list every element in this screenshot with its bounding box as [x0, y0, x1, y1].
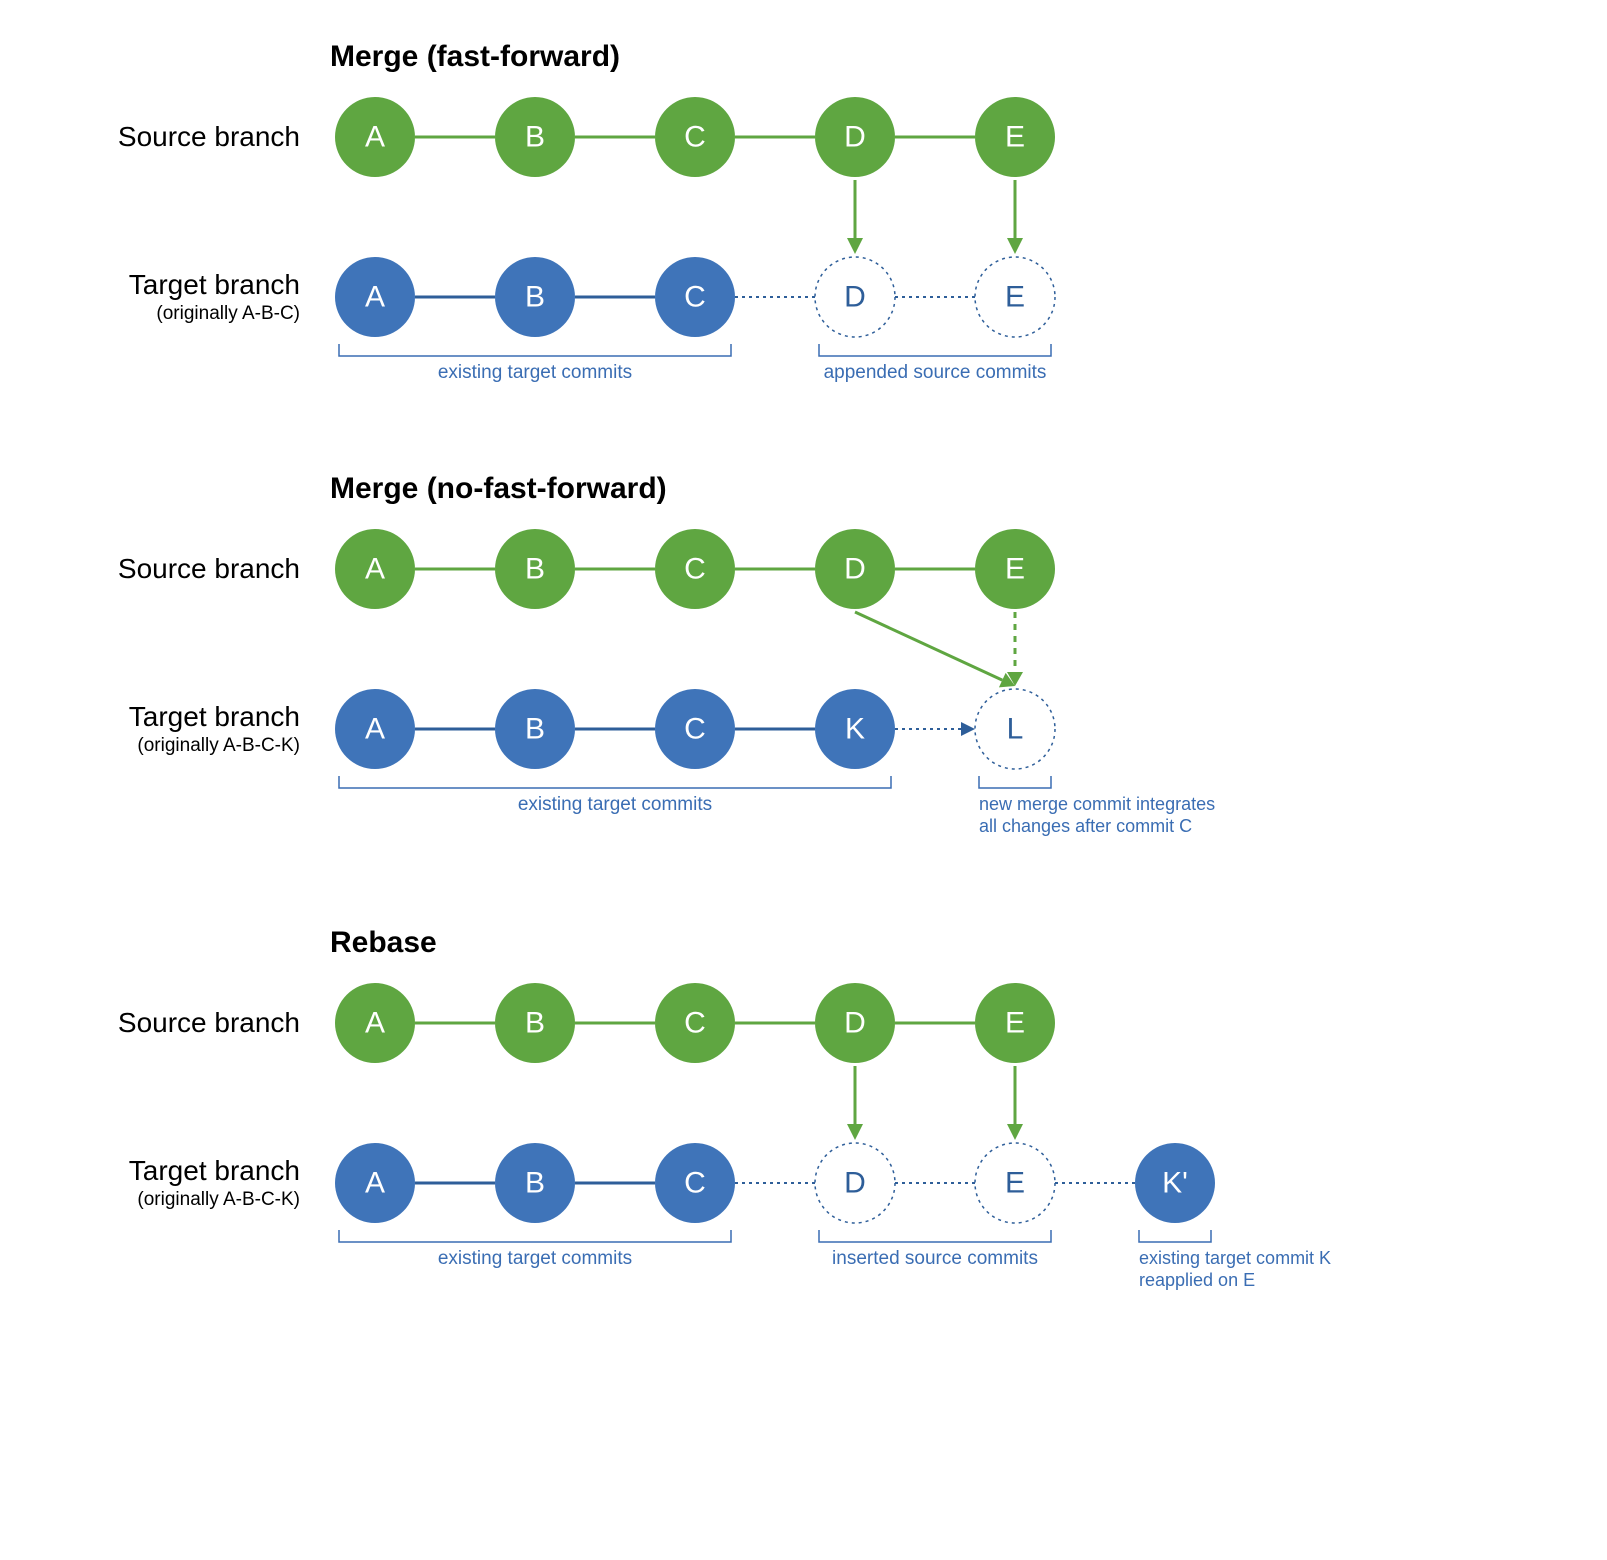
svg-text:B: B: [525, 121, 545, 154]
svg-text:C: C: [684, 713, 706, 746]
svg-text:L: L: [1007, 713, 1024, 746]
target-row: Target branch(originally A-B-C) A B C D E: [40, 252, 1567, 342]
svg-text:A: A: [365, 281, 385, 314]
diagram-section: Merge (no-fast-forward) Source branch A B C D…: [40, 472, 1567, 846]
svg-text:C: C: [684, 121, 706, 154]
svg-text:B: B: [525, 713, 545, 746]
svg-text:E: E: [1005, 121, 1025, 154]
svg-text:A: A: [365, 121, 385, 154]
svg-text:A: A: [365, 1167, 385, 1200]
svg-text:A: A: [365, 1007, 385, 1040]
svg-text:E: E: [1005, 553, 1025, 586]
svg-text:K: K: [845, 713, 865, 746]
svg-text:E: E: [1005, 1167, 1025, 1200]
svg-text:C: C: [684, 1167, 706, 1200]
annotation-row: existing target commits inserted source c…: [40, 1228, 1567, 1300]
svg-text:E: E: [1005, 1007, 1025, 1040]
svg-text:existing target commit K: existing target commit K: [1139, 1248, 1331, 1268]
diagram-section: RebaseSource branchABCDETarget branch(or…: [40, 926, 1567, 1300]
svg-text:D: D: [844, 553, 866, 586]
svg-text:K': K': [1162, 1167, 1188, 1200]
source-row: Source branch A B C D E: [40, 524, 1567, 614]
diagram-section: Merge (fast-forward)Source branchABCDETa…: [40, 40, 1567, 392]
target-label: Target branch(originally A-B-C-K): [40, 1155, 330, 1211]
svg-text:B: B: [525, 553, 545, 586]
source-label: Source branch: [40, 121, 330, 153]
svg-text:D: D: [844, 281, 866, 314]
annotation-row: existing target commits appended source c…: [40, 342, 1567, 392]
source-row: Source branch A B C D E: [40, 978, 1567, 1068]
svg-text:B: B: [525, 281, 545, 314]
svg-text:inserted source commits: inserted source commits: [832, 1248, 1038, 1269]
svg-text:E: E: [1005, 281, 1025, 314]
svg-text:B: B: [525, 1167, 545, 1200]
source-row: Source branch A B C D E: [40, 92, 1567, 182]
svg-text:A: A: [365, 553, 385, 586]
svg-text:reapplied on E: reapplied on E: [1139, 1270, 1255, 1290]
connector-row: [40, 1068, 1567, 1138]
svg-text:existing target commits: existing target commits: [438, 362, 632, 383]
connector-row: [40, 614, 1567, 684]
target-label: Target branch(originally A-B-C): [40, 269, 330, 325]
svg-text:D: D: [844, 121, 866, 154]
source-label: Source branch: [40, 1007, 330, 1039]
svg-text:existing target commits: existing target commits: [518, 794, 712, 815]
section-title: Merge (no-fast-forward): [330, 472, 1567, 506]
svg-text:B: B: [525, 1007, 545, 1040]
svg-text:C: C: [684, 281, 706, 314]
svg-text:A: A: [365, 713, 385, 746]
connector-row: [40, 182, 1567, 252]
source-label: Source branch: [40, 553, 330, 585]
svg-text:all changes after commit C: all changes after commit C: [979, 816, 1192, 836]
svg-text:new merge commit integrates: new merge commit integrates: [979, 794, 1215, 814]
svg-text:D: D: [844, 1167, 866, 1200]
target-label: Target branch(originally A-B-C-K): [40, 701, 330, 757]
section-title: Merge (fast-forward): [330, 40, 1567, 74]
section-title: Rebase: [330, 926, 1567, 960]
svg-text:C: C: [684, 1007, 706, 1040]
annotation-row: existing target commits new merge commit …: [40, 774, 1567, 846]
svg-text:appended source commits: appended source commits: [824, 362, 1047, 383]
svg-text:C: C: [684, 553, 706, 586]
svg-text:existing target commits: existing target commits: [438, 1248, 632, 1269]
svg-text:D: D: [844, 1007, 866, 1040]
target-row: Target branch(originally A-B-C-K) A B C D E K': [40, 1138, 1567, 1228]
target-row: Target branch(originally A-B-C-K) A B C K L: [40, 684, 1567, 774]
